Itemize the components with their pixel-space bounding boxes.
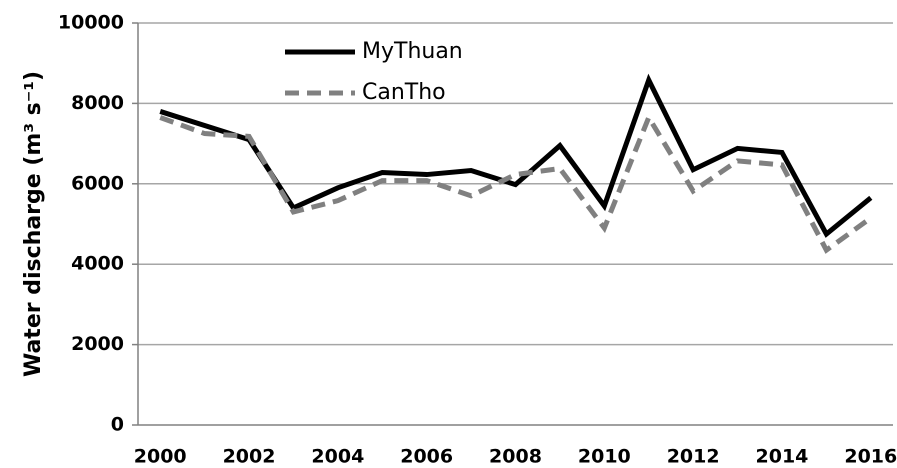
y-tick-label: 10000 (58, 12, 124, 34)
x-tick-label: 2010 (578, 446, 631, 468)
y-tick-label: 4000 (71, 253, 124, 275)
x-tick-label: 2000 (134, 446, 187, 468)
y-axis-title: Water discharge (m³ s⁻¹) (21, 71, 46, 377)
legend-label: CanTho (362, 80, 446, 105)
legend-label: MyThuan (362, 39, 463, 64)
y-tick-label: 8000 (71, 92, 124, 114)
y-tick-label: 0 (111, 414, 124, 436)
x-tick-label: 2004 (311, 446, 364, 468)
series-line (159, 73, 873, 238)
x-tick-label: 2014 (756, 446, 809, 468)
y-tick-label: 2000 (71, 333, 124, 355)
x-tick-label: 2006 (400, 446, 453, 468)
x-tick-label: 2002 (223, 446, 276, 468)
x-tick-label: 2008 (489, 446, 542, 468)
x-tick-label: 2016 (844, 446, 897, 468)
y-tick-label: 6000 (71, 172, 124, 194)
x-tick-label: 2012 (667, 446, 720, 468)
